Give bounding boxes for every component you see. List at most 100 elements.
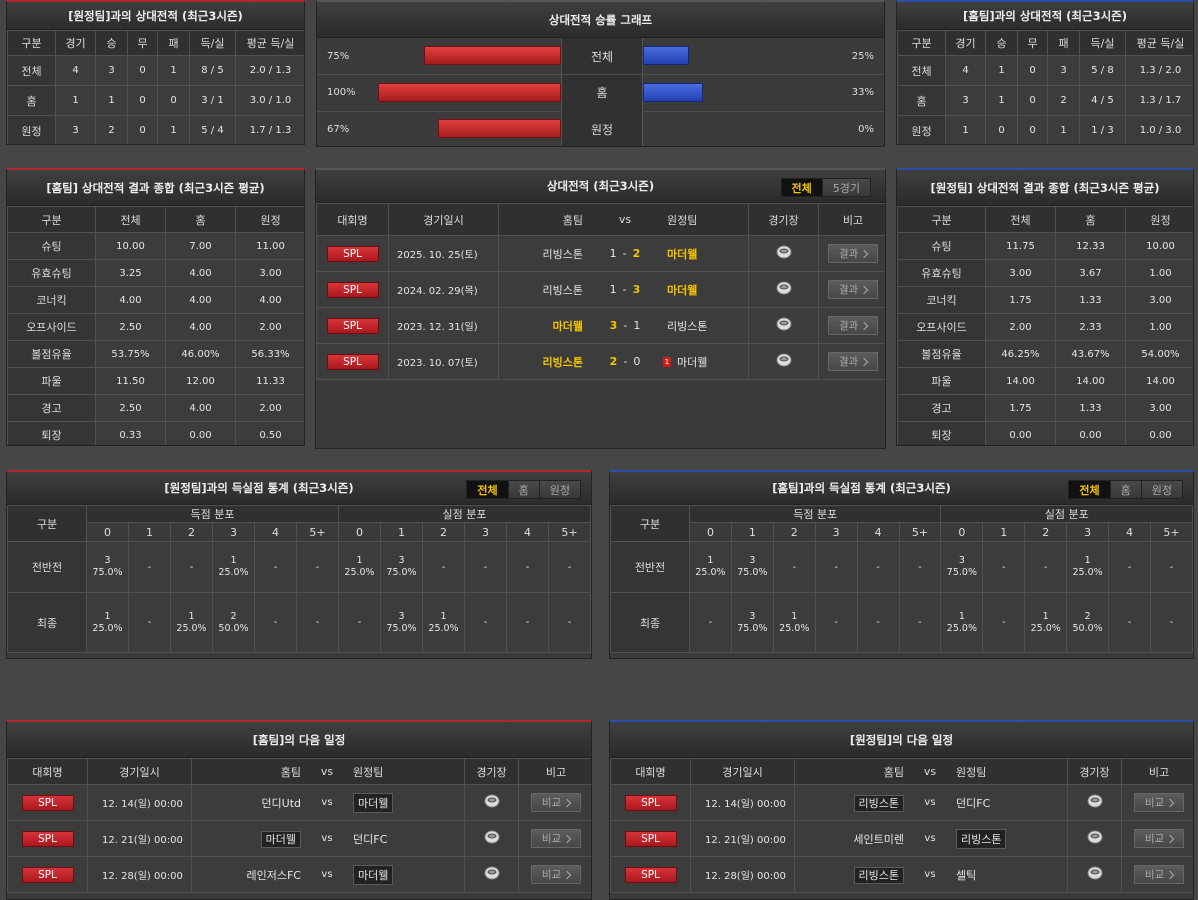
score-separator: - bbox=[623, 355, 628, 368]
note-cell: 결과 bbox=[818, 307, 885, 344]
schedule-row: SPL 12. 14(일) 00:00 리빙스톤 vs 던디FC 비교 bbox=[610, 784, 1193, 821]
goal-count: 3 bbox=[104, 555, 111, 566]
stadium-icon bbox=[1087, 866, 1102, 880]
table-row: 코너킥 4.00 4.00 4.00 bbox=[7, 286, 304, 314]
home-side: 던디Utd bbox=[193, 795, 306, 811]
tab[interactable]: 전체 bbox=[467, 481, 508, 498]
result-button[interactable]: 결과 bbox=[828, 316, 878, 335]
compare-button[interactable]: 비교 bbox=[1134, 829, 1184, 848]
vs-header: vs bbox=[923, 765, 937, 778]
cell: 4.00 bbox=[165, 313, 236, 341]
away-side: 원정팀 bbox=[349, 764, 464, 780]
panel-title: [원정팀]의 다음 일정 bbox=[610, 722, 1193, 758]
middle: vs bbox=[305, 833, 349, 844]
column-header: 구분 bbox=[897, 206, 986, 233]
score-separator: - bbox=[622, 247, 627, 260]
schedule-row: SPL 12. 28(일) 00:00 리빙스톤 vs 셀틱 비교 bbox=[610, 856, 1193, 893]
goal-percent: 25.0% bbox=[344, 567, 375, 578]
compare-button[interactable]: 비교 bbox=[1134, 793, 1184, 812]
league-badge: SPL bbox=[326, 353, 379, 370]
goal-row: 전반전 3 75.0% - -1 25.0% - -1 25.0% 3 75.0% - - - - bbox=[7, 541, 591, 593]
stats-table: 구분 전체 홈 원정 슈팅 10.00 7.00 11.00 유효슈팅 3.25 4.00 3.00 코… bbox=[7, 206, 304, 445]
goal-percent: 25.0% bbox=[92, 622, 123, 634]
home-team: 마더웰 bbox=[552, 319, 583, 333]
cell: 53.75% bbox=[95, 340, 166, 368]
note-cell: 비교 bbox=[518, 820, 591, 857]
goal-cell: - bbox=[856, 592, 900, 653]
bucket-header: 5+ bbox=[898, 522, 942, 542]
bucket-header: 5+ bbox=[296, 522, 339, 542]
goal-cell: - bbox=[1108, 541, 1151, 593]
home-rate-label: 100% bbox=[327, 87, 356, 98]
teams-cell: 리빙스톤 1-2 마더웰 bbox=[498, 235, 749, 272]
tab[interactable]: 5경기 bbox=[821, 179, 870, 196]
cell: 4.00 bbox=[165, 286, 236, 314]
row-label: 홈 bbox=[561, 74, 643, 111]
stadium-icon bbox=[776, 245, 791, 259]
compare-button[interactable]: 비교 bbox=[531, 865, 581, 884]
teams: 마더웰 vs 던디FC bbox=[193, 830, 464, 848]
panel-title: 상대전적 승률 그래프 bbox=[317, 2, 884, 38]
home-side: 리빙스톤 bbox=[796, 866, 909, 884]
column-header: 승 bbox=[95, 30, 128, 56]
goal-cell: 1 25.0% bbox=[689, 541, 732, 593]
goal-stats-away-panel: [원정팀]과의 득실점 통계 (최근3시즌) 전체 홈 원정 구분 득점 분포 실점 분포 0… bbox=[6, 470, 592, 659]
row-label: 경고 bbox=[897, 394, 986, 422]
goal-percent: 25.0% bbox=[1072, 567, 1103, 578]
home-team: 리빙스톤 bbox=[853, 866, 904, 884]
stadium-cell bbox=[1067, 820, 1122, 857]
column-header: 대회명 bbox=[610, 758, 691, 785]
tab[interactable]: 원정 bbox=[538, 481, 580, 498]
league-badge: SPL bbox=[21, 866, 74, 883]
league-badge: SPL bbox=[624, 866, 677, 883]
bucket-header: 1 bbox=[380, 522, 423, 542]
tab[interactable]: 홈 bbox=[1109, 481, 1141, 498]
compare-button[interactable]: 비교 bbox=[1134, 865, 1184, 884]
tab[interactable]: 전체 bbox=[1069, 481, 1110, 498]
goal-cell: - bbox=[814, 541, 858, 593]
goal-cell: - bbox=[422, 541, 465, 593]
goal-cell: - bbox=[982, 592, 1026, 653]
tab-group: 전체 5경기 bbox=[780, 178, 871, 197]
group-header: 실점 분포 bbox=[940, 505, 1193, 523]
goal-cell: 2 50.0% bbox=[212, 592, 255, 653]
tab[interactable]: 홈 bbox=[507, 481, 539, 498]
column-header: 경기일시 bbox=[388, 203, 499, 236]
cell: 2.00 bbox=[985, 313, 1056, 341]
compare-button[interactable]: 비교 bbox=[531, 793, 581, 812]
league-badge: SPL bbox=[21, 794, 74, 811]
schedule-row: SPL 12. 14(일) 00:00 던디Utd vs 마더웰 비교 bbox=[7, 784, 591, 821]
bucket-header: 5+ bbox=[548, 522, 591, 542]
bucket-header: 1 bbox=[730, 522, 774, 542]
compare-button[interactable]: 비교 bbox=[531, 829, 581, 848]
away-side: 던디FC bbox=[349, 831, 464, 847]
panel-title: [홈팀]과의 상대전적 (최근3시즌) bbox=[897, 2, 1193, 30]
column-header: 대회명 bbox=[316, 203, 389, 236]
bucket-row: 0 1 2 3 4 5+ 0 1 2 3 4 5+ bbox=[8, 522, 591, 542]
cell: 4 bbox=[55, 55, 96, 86]
away-rate-label: 0% bbox=[858, 123, 874, 135]
goal-percent: 50.0% bbox=[218, 622, 249, 634]
stadium-cell bbox=[748, 307, 819, 344]
away-side: 마더웰 bbox=[349, 792, 464, 813]
cell: 1 bbox=[157, 55, 190, 86]
result-button[interactable]: 결과 bbox=[828, 244, 878, 263]
table-row: 전체 4 3 0 1 8 / 5 2.0 / 1.3 bbox=[7, 55, 304, 86]
vs: vs bbox=[924, 869, 936, 880]
tab[interactable]: 원정 bbox=[1140, 481, 1182, 498]
stadium-icon bbox=[776, 353, 791, 367]
row-label: 퇴장 bbox=[897, 421, 986, 445]
cell: 0 bbox=[1017, 115, 1048, 144]
column-header: 경기장 bbox=[1067, 758, 1122, 785]
tab[interactable]: 전체 bbox=[781, 179, 822, 196]
league-cell: SPL bbox=[316, 235, 389, 272]
cell: 1 bbox=[95, 85, 128, 116]
teams: 리빙스톤 2-0 1 마더웰 bbox=[500, 354, 748, 370]
table-row: 파울 14.00 14.00 14.00 bbox=[897, 367, 1193, 395]
cell: 1.33 bbox=[1055, 394, 1126, 422]
goal-count: 3 bbox=[749, 610, 756, 622]
goal-cell: - bbox=[856, 541, 900, 593]
result-button[interactable]: 결과 bbox=[828, 352, 878, 371]
result-button[interactable]: 결과 bbox=[828, 280, 878, 299]
bucket-header: 3 bbox=[464, 522, 507, 542]
